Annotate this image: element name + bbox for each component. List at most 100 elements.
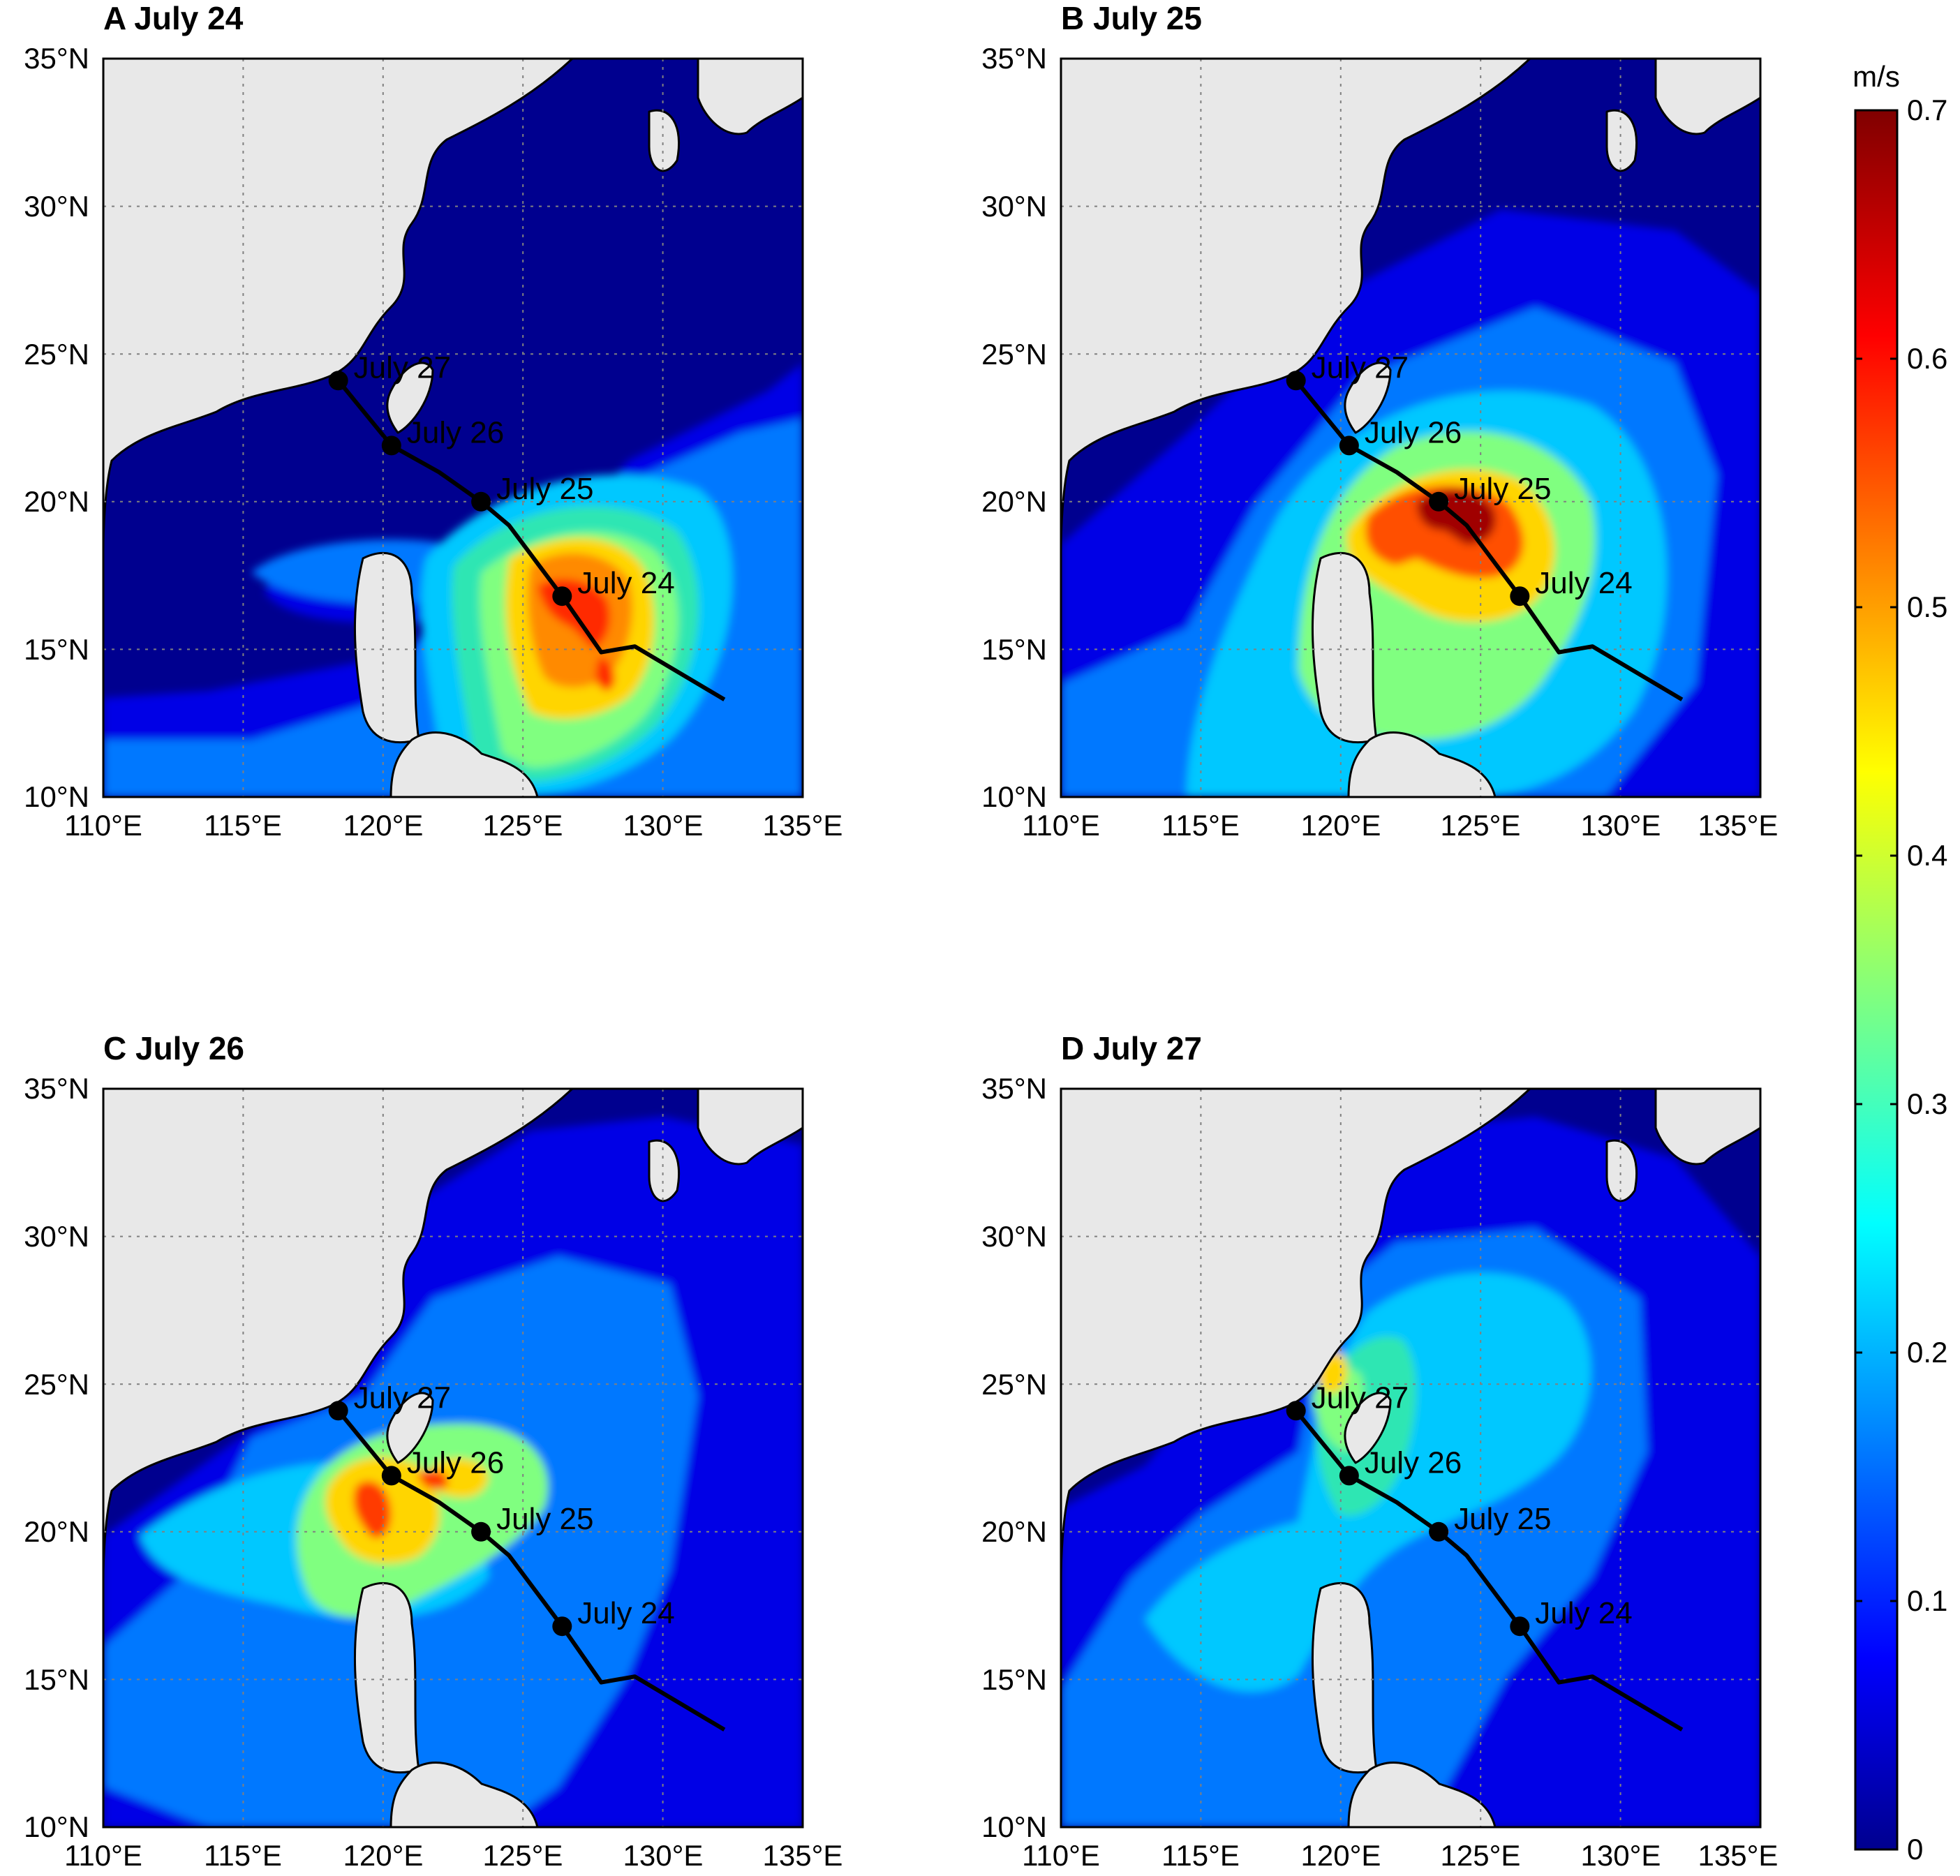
track-marker-label: July 24: [577, 1596, 674, 1630]
colorbar: m/s 0 0.1 0.2 0.3 0.4 0.5 0.6 0.7: [1853, 60, 1947, 1866]
panel-a-lon-tick: 125°E: [483, 809, 563, 842]
track-marker: [328, 1401, 348, 1421]
track-marker-label: July 27: [354, 350, 451, 385]
panel-a-grid: [103, 59, 803, 797]
panel-c-lat-tick: 10°N: [24, 1810, 89, 1843]
panel-d: D July 27: [981, 1030, 1778, 1872]
track-marker-label: July 24: [1535, 566, 1632, 600]
panel-d-lon-tick: 130°E: [1581, 1839, 1661, 1872]
panel-c-lon-tick: 135°E: [763, 1839, 843, 1872]
panel-d-title: D July 27: [1061, 1030, 1202, 1066]
panel-b-lat-tick: 25°N: [981, 338, 1047, 371]
panel-c-lon-tick: 120°E: [343, 1839, 424, 1872]
panel-a-lon-tick: 110°E: [64, 809, 142, 842]
track-marker-label: July 27: [354, 1380, 451, 1415]
panel-c-grid: [103, 1089, 803, 1827]
panel-a-lat-tick: 25°N: [24, 338, 89, 371]
panel-b-frame: [1060, 57, 1762, 798]
track-marker: [552, 1616, 572, 1637]
panel-a: A July 24: [24, 0, 842, 842]
panel-c-current-field: [103, 1117, 803, 1827]
panel-d-current-field: [1061, 1117, 1760, 1827]
track-marker-label: July 24: [1535, 1596, 1632, 1630]
panel-c-lon-ticks: 110°E 115°E 120°E 125°E 130°E 135°E: [64, 1839, 842, 1872]
panel-b-lon-tick: 125°E: [1441, 809, 1521, 842]
colorbar-tick-label: 0.7: [1907, 94, 1947, 126]
panel-b-track: July 24 July 25 July 26 July 27: [1286, 350, 1684, 701]
panel-b-lat-tick: 15°N: [981, 633, 1047, 666]
track-marker: [1339, 1466, 1359, 1486]
track-line: [336, 1409, 726, 1732]
panel-a-lon-tick: 135°E: [763, 809, 843, 842]
track-marker-label: July 26: [407, 1445, 504, 1480]
panel-c-lat-tick: 35°N: [24, 1072, 89, 1105]
panel-d-lon-tick: 135°E: [1698, 1839, 1779, 1872]
panel-b-lon-tick: 115°E: [1161, 809, 1240, 842]
panel-c-lat-tick: 25°N: [24, 1368, 89, 1401]
track-marker-label: July 25: [1454, 472, 1551, 506]
panel-d-lat-tick: 30°N: [981, 1220, 1047, 1253]
track-marker: [1286, 1401, 1306, 1421]
panel-b-lon-tick: 120°E: [1301, 809, 1381, 842]
colorbar-tick-label: 0.3: [1907, 1087, 1947, 1120]
panel-a-lat-ticks: 10°N 15°N 20°N 25°N 30°N 35°N: [24, 42, 89, 813]
panel-a-lat-tick: 10°N: [24, 780, 89, 813]
panel-c-lon-tick: 130°E: [623, 1839, 704, 1872]
panel-a-lon-tick: 120°E: [343, 809, 424, 842]
panel-d-frame: [1060, 1087, 1762, 1829]
panel-b-land: [1061, 59, 1760, 797]
track-marker: [1429, 1521, 1449, 1542]
panel-b-grid: [1061, 59, 1760, 797]
track-marker: [471, 491, 491, 512]
panel-a-track: July 24 July 25 July 26 July 27: [328, 350, 726, 701]
track-marker-label: July 24: [577, 566, 674, 600]
panel-d-track: July 24 July 25 July 26 July 27: [1286, 1380, 1684, 1732]
panel-c-frame: [102, 1087, 804, 1829]
panel-d-land: [1061, 1089, 1760, 1827]
track-marker-label: July 27: [1312, 350, 1409, 385]
panel-b-lat-tick: 20°N: [981, 485, 1047, 518]
track-marker-label: July 26: [407, 415, 504, 449]
track-line: [336, 379, 726, 701]
panel-b-lat-ticks: 10°N 15°N 20°N 25°N 30°N 35°N: [981, 42, 1047, 813]
panel-b-lat-tick: 30°N: [981, 190, 1047, 223]
panel-a-lon-tick: 130°E: [623, 809, 704, 842]
panel-c-lon-tick: 115°E: [204, 1839, 282, 1872]
track-marker: [381, 436, 401, 456]
panel-b-title: B July 25: [1061, 0, 1202, 36]
panel-a-title: A July 24: [103, 0, 244, 36]
panel-b-lat-tick: 35°N: [981, 42, 1047, 75]
track-marker: [1510, 586, 1530, 606]
panel-d-lon-tick: 120°E: [1301, 1839, 1381, 1872]
panel-b-lon-tick: 110°E: [1022, 809, 1100, 842]
colorbar-tick-label: 0.2: [1907, 1336, 1947, 1369]
track-marker: [1510, 1616, 1530, 1637]
colorbar-tick-label: 0: [1907, 1833, 1923, 1866]
panel-d-lat-ticks: 10°N 15°N 20°N 25°N 30°N 35°N: [981, 1072, 1047, 1843]
panel-a-lon-ticks: 110°E 115°E 120°E 125°E 130°E 135°E: [64, 809, 842, 842]
panel-d-lat-tick: 25°N: [981, 1368, 1047, 1401]
track-marker: [328, 371, 348, 391]
panel-c-lat-tick: 30°N: [24, 1220, 89, 1253]
track-marker-label: July 26: [1365, 1445, 1462, 1480]
track-marker: [1286, 371, 1306, 391]
track-marker: [1429, 491, 1449, 512]
panel-a-lon-tick: 115°E: [204, 809, 282, 842]
panel-a-lat-tick: 20°N: [24, 485, 89, 518]
track-marker-label: July 25: [496, 472, 593, 506]
track-marker-label: July 25: [1454, 1502, 1551, 1536]
panel-a-lat-tick: 35°N: [24, 42, 89, 75]
panel-d-lon-ticks: 110°E 115°E 120°E 125°E 130°E 135°E: [1022, 1839, 1778, 1872]
panel-d-lat-tick: 15°N: [981, 1663, 1047, 1696]
panel-d-lon-tick: 125°E: [1441, 1839, 1521, 1872]
panel-c-lat-ticks: 10°N 15°N 20°N 25°N 30°N 35°N: [24, 1072, 89, 1843]
panel-d-lon-tick: 110°E: [1022, 1839, 1100, 1872]
colorbar-tick-label: 0.1: [1907, 1584, 1947, 1617]
track-marker: [471, 1521, 491, 1542]
panel-b-lon-tick: 135°E: [1698, 809, 1779, 842]
panel-a-frame: [102, 57, 804, 798]
panel-c-lat-tick: 20°N: [24, 1515, 89, 1548]
colorbar-unit: m/s: [1853, 60, 1900, 93]
panel-a-lat-tick: 30°N: [24, 190, 89, 223]
